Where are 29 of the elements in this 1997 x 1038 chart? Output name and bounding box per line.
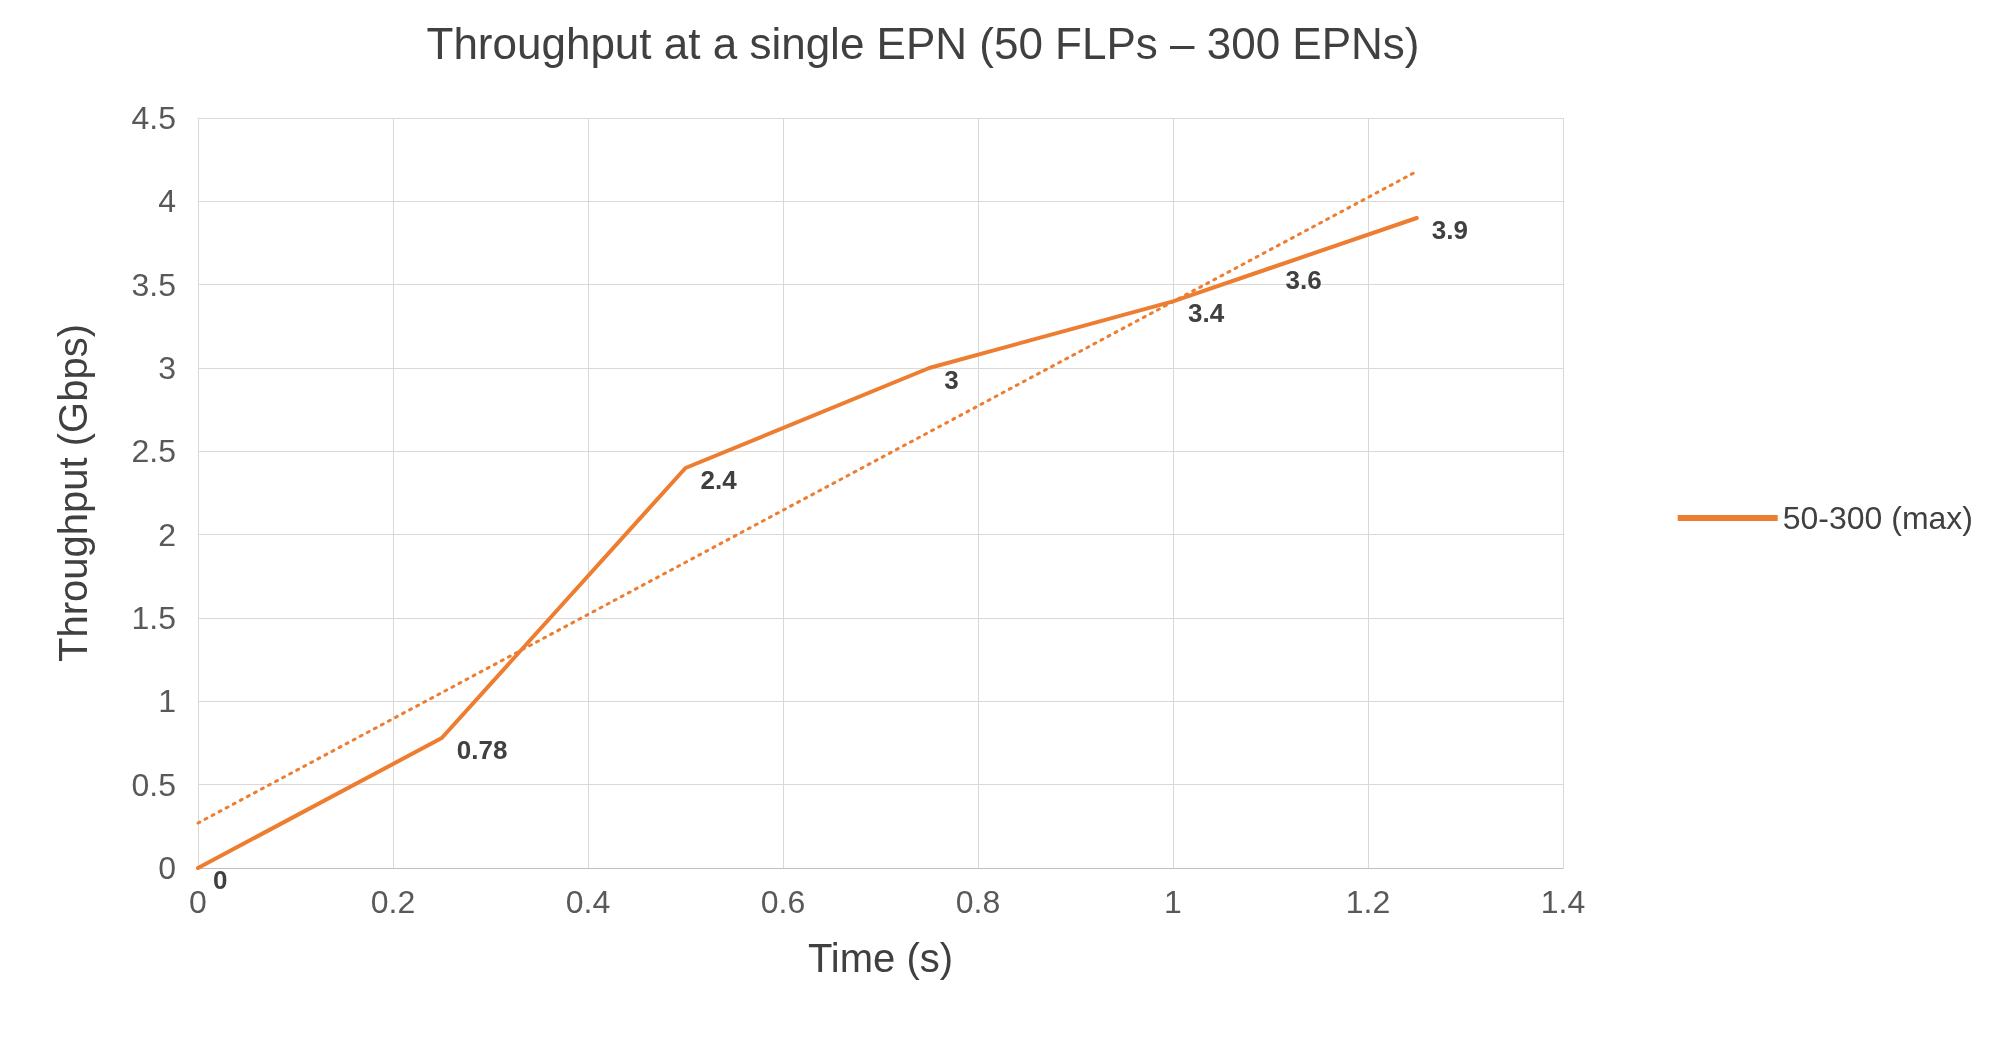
- x-tick-label: 0: [189, 884, 207, 920]
- x-tick-label: 0.6: [760, 884, 806, 920]
- x-tick-label: 1: [1164, 884, 1182, 920]
- data-label: 3: [944, 365, 959, 395]
- y-tick-label: 4: [158, 183, 176, 220]
- data-label: 3.9: [1431, 215, 1468, 245]
- x-tick-label: 1.2: [1345, 884, 1391, 920]
- legend-label: 50-300 (max): [1782, 500, 1973, 536]
- data-label: 0.78: [456, 735, 508, 765]
- x-tick-label: 1.4: [1540, 884, 1586, 920]
- y-tick-label: 1: [158, 683, 176, 720]
- y-tick-label: 4.5: [131, 100, 176, 136]
- y-tick-label: 0.5: [131, 766, 176, 803]
- y-tick-label: 3.5: [131, 266, 176, 303]
- y-tick-label: 2: [158, 516, 176, 553]
- x-tick-label: 0.8: [955, 884, 1001, 920]
- y-tick-label: 1.5: [131, 600, 176, 636]
- data-label: 3.4: [1188, 298, 1225, 329]
- data-label: 2.4: [700, 465, 738, 495]
- x-tick-label: 0.4: [565, 884, 611, 920]
- data-label: 0: [213, 865, 228, 895]
- x-axis-title: Time (s): [807, 936, 954, 980]
- y-tick-label: 0: [158, 850, 176, 886]
- y-tick-label: 3: [158, 350, 176, 386]
- data-label: 3.6: [1285, 265, 1322, 295]
- y-axis-title: Throughput (Gbps): [51, 324, 95, 662]
- y-tick-label: 2.5: [131, 433, 176, 470]
- chart-title: Throughput at a single EPN (50 FLPs – 300 EPNs): [426, 18, 1420, 68]
- x-tick-label: 0.2: [370, 884, 416, 920]
